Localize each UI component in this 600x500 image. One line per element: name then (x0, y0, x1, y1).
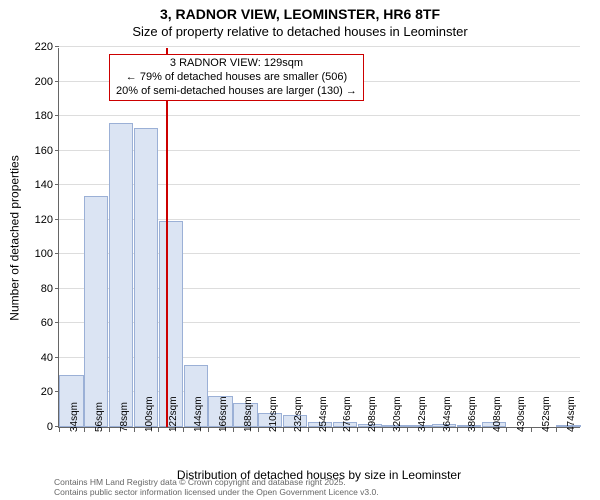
xtick-mark (158, 428, 159, 432)
xtick-label: 408sqm (488, 396, 503, 432)
xtick-mark (457, 428, 458, 432)
ytick-label: 120 (35, 214, 59, 226)
xtick-mark (308, 428, 309, 432)
xtick-label: 430sqm (512, 396, 527, 432)
xtick-label: 452sqm (537, 396, 552, 432)
chart-container: 3, RADNOR VIEW, LEOMINSTER, HR6 8TF Size… (0, 0, 600, 500)
xtick-mark (407, 428, 408, 432)
xtick-mark (432, 428, 433, 432)
xtick-label: 364sqm (438, 396, 453, 432)
histogram-bar (84, 196, 108, 427)
ytick-label: 60 (41, 317, 59, 329)
annotation-line1: 3 RADNOR VIEW: 129sqm (116, 57, 357, 71)
xtick-mark (506, 428, 507, 432)
marker-line (166, 48, 168, 427)
xtick-mark (482, 428, 483, 432)
annotation-line2: ← 79% of detached houses are smaller (50… (116, 71, 357, 85)
xtick-label: 34sqm (65, 402, 80, 432)
xtick-mark (109, 428, 110, 432)
xtick-label: 298sqm (363, 396, 378, 432)
ytick-label: 80 (41, 283, 59, 295)
xtick-mark (382, 428, 383, 432)
ytick-label: 160 (35, 145, 59, 157)
xtick-label: 232sqm (289, 396, 304, 432)
plot-area: 02040608010012014016018020022034sqm56sqm… (58, 48, 580, 428)
annotation-box: 3 RADNOR VIEW: 129sqm ← 79% of detached … (109, 54, 364, 101)
footer-line2: Contains public sector information licen… (54, 488, 379, 498)
xtick-mark (183, 428, 184, 432)
xtick-label: 56sqm (90, 402, 105, 432)
xtick-label: 254sqm (314, 396, 329, 432)
chart-subtitle: Size of property relative to detached ho… (0, 24, 600, 39)
ytick-label: 140 (35, 179, 59, 191)
xtick-mark (258, 428, 259, 432)
ytick-label: 220 (35, 41, 59, 53)
xtick-label: 276sqm (338, 396, 353, 432)
xtick-label: 386sqm (463, 396, 478, 432)
annotation-line3: 20% of semi-detached houses are larger (… (116, 85, 357, 99)
chart-title: 3, RADNOR VIEW, LEOMINSTER, HR6 8TF (0, 6, 600, 22)
ytick-label: 100 (35, 248, 59, 260)
xtick-mark (357, 428, 358, 432)
histogram-bar (109, 123, 133, 427)
xtick-label: 210sqm (264, 396, 279, 432)
xtick-label: 78sqm (115, 402, 130, 432)
histogram-bar (134, 128, 158, 427)
gridline (59, 46, 580, 47)
footer-attribution: Contains HM Land Registry data © Crown c… (54, 478, 379, 498)
ytick-label: 20 (41, 386, 59, 398)
xtick-label: 474sqm (562, 396, 577, 432)
xtick-label: 188sqm (239, 396, 254, 432)
xtick-label: 342sqm (413, 396, 428, 432)
xtick-label: 320sqm (388, 396, 403, 432)
xtick-mark (556, 428, 557, 432)
xtick-mark (134, 428, 135, 432)
xtick-mark (208, 428, 209, 432)
ytick-label: 0 (47, 421, 59, 433)
xtick-mark (332, 428, 333, 432)
ytick-label: 200 (35, 76, 59, 88)
xtick-label: 100sqm (140, 396, 155, 432)
xtick-mark (84, 428, 85, 432)
xtick-mark (531, 428, 532, 432)
xtick-mark (233, 428, 234, 432)
xtick-mark (283, 428, 284, 432)
xtick-mark (59, 428, 60, 432)
ytick-label: 40 (41, 352, 59, 364)
y-axis-label: Number of detached properties (8, 48, 22, 428)
xtick-label: 144sqm (189, 396, 204, 432)
gridline (59, 115, 580, 116)
xtick-label: 166sqm (214, 396, 229, 432)
ytick-label: 180 (35, 110, 59, 122)
